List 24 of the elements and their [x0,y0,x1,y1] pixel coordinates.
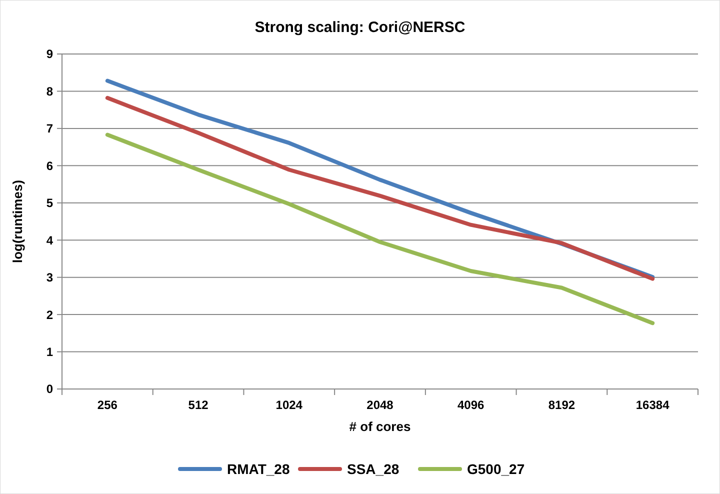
y-tick-label: 2 [46,308,54,322]
x-tick-label: 256 [97,398,118,412]
x-tick-label: 1024 [276,398,303,412]
x-tick-label: 16384 [636,398,670,412]
legend-label: RMAT_28 [227,460,290,477]
y-tick-label: 7 [46,122,54,136]
line-series [105,132,655,326]
chart-title: Strong scaling: Cori@NERSC [254,19,466,36]
y-tick-label: 8 [46,84,54,98]
y-tick-label: 6 [46,158,54,173]
legend-label: G500_27 [467,460,525,477]
y-axis-title: log(runtimes) [10,180,25,264]
x-tick-label: 4096 [458,398,485,412]
x-tick-label: 512 [188,398,209,412]
x-axis-title: # of cores [349,419,411,434]
x-tick-label: 8192 [548,398,576,412]
x-tick-label: 2048 [366,398,394,412]
y-tick-label: 9 [46,47,54,62]
y-tick-label: 4 [46,233,54,248]
y-tick-label: 3 [46,270,54,285]
y-tick-label: 5 [46,196,54,210]
legend-label: SSA_28 [347,460,400,477]
y-tick-label: 0 [46,382,54,396]
y-tick-label: 1 [46,344,54,359]
